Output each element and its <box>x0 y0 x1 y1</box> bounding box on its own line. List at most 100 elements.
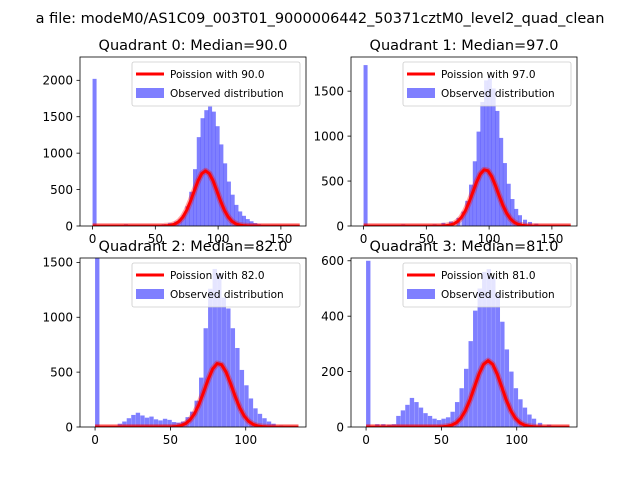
quadrant-2-hist-bar <box>208 288 213 427</box>
quadrant-2-hist-bar <box>217 273 222 427</box>
quadrant-2-hist-bar <box>131 414 136 427</box>
quadrant-2-hist-bar <box>95 258 100 427</box>
quadrant-3-hist-bar <box>450 411 455 427</box>
quadrant-2-x-tick-label: 100 <box>234 433 257 447</box>
quadrant-3-panel: 0 50 100 0 200 400 600 Poission with 81.0 Observ… <box>321 239 578 447</box>
quadrant-1-legend-hist-label: Observed distribution <box>441 88 555 100</box>
quadrant-3-hist-bar <box>464 368 469 427</box>
quadrant-0-y-tick-label: 2000 <box>42 74 73 88</box>
quadrant-3-legend-box <box>402 262 572 308</box>
quadrant-3-y-tick-label: 400 <box>321 309 344 323</box>
quadrant-3-legend-hist-label: Observed distribution <box>441 289 555 301</box>
quadrant-0-hist-bar <box>226 181 231 226</box>
quadrant-0-title: Quadrant 0: Median=90.0 <box>99 38 288 54</box>
quadrant-1-x-tick-label: 100 <box>478 232 501 246</box>
quadrant-3-y-tick-label: 200 <box>321 365 344 379</box>
quadrant-1-y-tick-label: 0 <box>336 219 344 233</box>
quadrant-3-legend-hist-swatch <box>407 289 435 299</box>
quadrant-0-legend-fit-label: Poission with 90.0 <box>170 69 265 81</box>
quadrant-2-legend-hist-swatch <box>136 289 164 299</box>
quadrant-3-hist-bar <box>504 349 510 427</box>
quadrant-0-hist-bar <box>185 206 190 226</box>
quadrant-1-hist-bar <box>517 215 523 226</box>
quadrant-2-hist-bar <box>212 268 217 427</box>
quadrant-0-x-tick-label: 50 <box>148 232 163 246</box>
quadrant-2-title: Quadrant 2: Median=82.0 <box>99 239 288 255</box>
quadrant-2-hist-bar <box>262 418 267 427</box>
quadrant-1-hist-bar <box>465 200 470 226</box>
quadrant-0-hist-bar <box>245 219 250 226</box>
quadrant-2-y-tick-label: 1500 <box>42 256 73 270</box>
quadrant-0-hist-bar <box>249 221 254 226</box>
quadrant-0-x-tick-label: 100 <box>207 232 230 246</box>
quadrant-3-hist-bar <box>468 341 473 427</box>
quadrant-2-hist-bar <box>271 423 276 427</box>
quadrant-2-hist-bar <box>117 423 123 427</box>
quadrant-3-hist-bar <box>405 404 410 427</box>
quadrant-0-hist-bar <box>177 219 182 226</box>
quadrant-0-hist-bar <box>208 106 213 226</box>
quadrant-3-hist-bar <box>513 388 519 427</box>
quadrant-2-hist-bar <box>122 421 127 427</box>
quadrant-3-hist-bar <box>441 418 446 427</box>
quadrant-0-hist-bar <box>241 215 246 226</box>
quadrant-2-hist-bar <box>244 385 249 427</box>
quadrant-0-plot-area <box>92 78 300 226</box>
quadrant-2-hist-bar <box>239 369 245 427</box>
quadrant-2-axes-frame <box>79 257 307 428</box>
quadrant-3-hist-bar <box>500 321 505 427</box>
quadrant-3-hist-bar <box>473 310 478 427</box>
quadrant-3-hist-bar <box>477 288 482 427</box>
quadrant-3-hist-bar <box>522 407 528 427</box>
quadrant-0-x-tick-label: 0 <box>89 232 97 246</box>
quadrant-1-hist-bar <box>487 77 492 226</box>
quadrant-3-y-tick-label: 0 <box>336 420 344 434</box>
quadrant-3-hist-bar <box>518 399 523 427</box>
quadrant-3-x-tick-label: 100 <box>505 433 528 447</box>
quadrant-3-hist-bar <box>527 414 532 427</box>
quadrant-2-legend-hist-label: Observed distribution <box>170 289 284 301</box>
quadrant-3-hist-bar <box>400 410 406 427</box>
quadrant-3-hist-bar <box>531 418 537 427</box>
quadrant-1-hist-bar <box>472 161 477 226</box>
quadrant-0-y-tick-label: 1000 <box>42 146 73 160</box>
quadrant-2-hist-bar <box>235 347 240 427</box>
quadrant-1-legend-box <box>402 61 572 107</box>
quadrant-1-legend-hist-swatch <box>407 88 435 98</box>
quadrant-3-hist-bar <box>491 277 496 427</box>
quadrant-0-y-tick-label: 1500 <box>42 110 73 124</box>
quadrant-1-x-tick-label: 0 <box>360 232 368 246</box>
quadrant-3-hist-bar <box>396 415 401 427</box>
quadrant-3-hist-bar <box>414 402 419 427</box>
quadrant-0-hist-bar <box>189 191 194 226</box>
quadrant-3-hist-bar <box>432 418 437 427</box>
quadrant-1-hist-bar <box>469 184 474 226</box>
quadrant-1-x-tick-label: 150 <box>540 232 563 246</box>
quadrant-1-title: Quadrant 1: Median=97.0 <box>370 38 559 54</box>
quadrant-0-hist-bar <box>92 78 97 226</box>
quadrant-0-fit-line <box>92 169 300 226</box>
quadrant-3-y-tick-label: 600 <box>321 254 344 268</box>
quadrant-1-hist-bar <box>510 199 515 226</box>
quadrant-0-legend-hist-swatch <box>136 88 164 98</box>
quadrant-2-hist-bar <box>158 420 163 427</box>
quadrant-2-hist-bar <box>144 417 150 427</box>
quadrant-3-hist-bar <box>445 417 451 427</box>
quadrant-1-hist-bar <box>495 110 500 226</box>
quadrant-2-hist-bar <box>194 400 199 427</box>
quadrant-3-hist-bar <box>486 269 491 427</box>
quadrant-2-hist-bar <box>140 415 145 427</box>
quadrant-1-legend-fit-label: Poission with 97.0 <box>441 69 536 81</box>
quadrant-3-hist-bar <box>409 397 415 427</box>
quadrant-3-hist-bar <box>423 413 428 427</box>
quadrant-2-hist-bar <box>266 421 272 427</box>
quadrant-1-hist-bar <box>480 101 485 226</box>
quadrant-3-hist-bar <box>436 420 442 427</box>
quadrant-3-hist-bar <box>482 271 487 427</box>
quadrant-3-legend-fit-label: Poission with 81.0 <box>441 270 536 282</box>
quadrant-2-x-tick-label: 50 <box>163 433 178 447</box>
quadrant-2-hist-bar <box>221 297 226 427</box>
